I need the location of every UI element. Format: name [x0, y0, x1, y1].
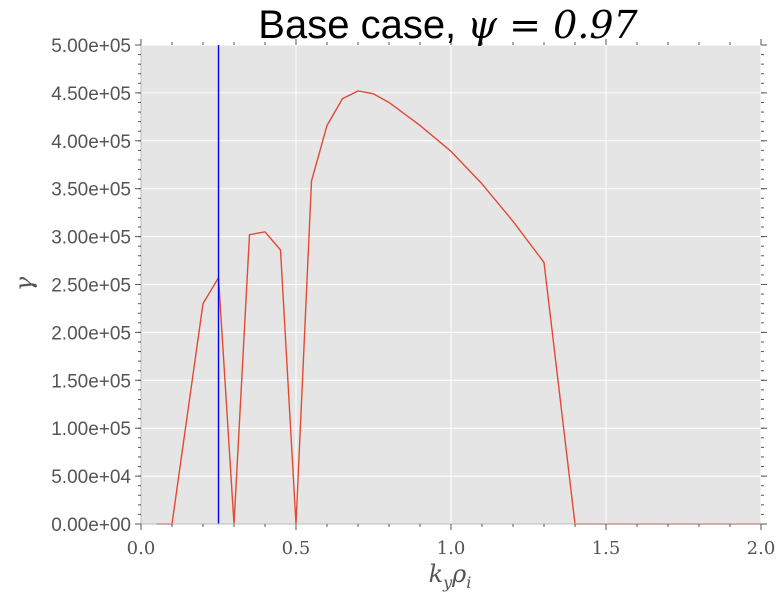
y-tick-label: 2.00e+05 [51, 323, 131, 344]
y-tick-label: 0.00e+00 [51, 515, 131, 536]
x-tick-label: 2.0 [747, 538, 776, 559]
y-axis-label: γ [10, 276, 38, 291]
x-tick-label: 0.0 [127, 538, 156, 559]
y-tick-label: 5.00e+05 [51, 36, 131, 57]
x-tick-label: 1.0 [437, 538, 466, 559]
y-tick-label: 2.50e+05 [51, 276, 131, 297]
y-tick-label: 3.00e+05 [51, 228, 131, 249]
y-tick-label: 4.50e+05 [51, 84, 131, 105]
y-tick-label: 1.00e+05 [51, 419, 131, 440]
y-tick-label: 3.50e+05 [51, 180, 131, 201]
x-axis-label: kyρi [429, 560, 472, 592]
y-tick-label: 1.50e+05 [51, 371, 131, 392]
y-tick-label: 5.00e+04 [51, 467, 131, 488]
y-tick-label: 4.00e+05 [51, 132, 131, 153]
x-tick-label: 1.5 [592, 538, 621, 559]
chart-title: Base case, ψ = 0.97 [258, 3, 638, 47]
x-tick-label: 0.5 [282, 538, 311, 559]
